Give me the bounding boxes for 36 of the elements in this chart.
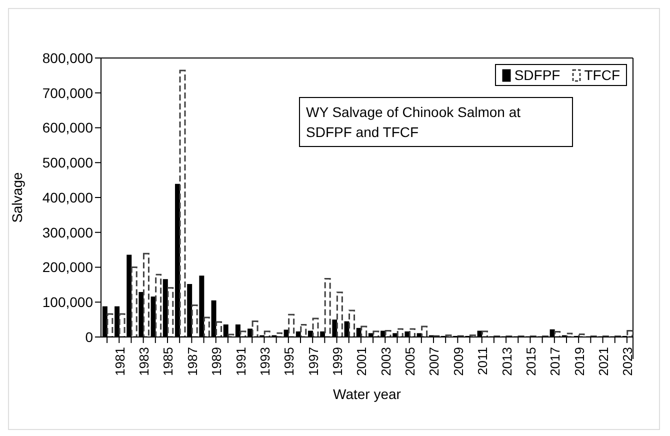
x-tick-label: 2019 (572, 347, 587, 376)
x-tick-label: 1993 (257, 347, 272, 376)
x-tick-label: 2007 (426, 347, 442, 376)
x-tick-label: 1999 (330, 347, 346, 376)
x-tick-label: 1991 (233, 347, 248, 376)
y-axis-title: Salvage (8, 172, 25, 223)
note-box: WY Salvage of Chinook Salmon at SDFPF and TFCF (299, 97, 573, 147)
x-tick-label: 2023 (620, 347, 636, 376)
y-tick-label: 600,000 (42, 120, 94, 136)
legend-label: TFCF (583, 67, 620, 83)
legend-label: SDFPF (513, 67, 560, 83)
y-tick-label: 700,000 (42, 84, 94, 101)
x-tick-label: 2015 (523, 347, 538, 376)
x-tick-label: 2011 (475, 347, 490, 375)
x-tick-label: 1987 (184, 347, 200, 376)
x-tick-label: 2013 (499, 347, 514, 376)
x-tick-label: 2003 (378, 347, 394, 376)
x-axis-title: Water year (333, 386, 402, 402)
x-tick-label: 1983 (136, 347, 152, 376)
x-tick-label: 2005 (402, 347, 418, 376)
x-tick-label: 1985 (160, 347, 176, 376)
x-tick-label: 1981 (112, 347, 128, 376)
x-tick-label: 1997 (306, 347, 321, 376)
y-tick-label: 300,000 (42, 224, 94, 240)
x-tick-label: 1989 (209, 347, 224, 376)
y-tick-label: 500,000 (42, 154, 94, 171)
x-tick-label: 1995 (282, 347, 297, 376)
x-tick-label: 2001 (354, 347, 370, 376)
y-tick-label: 200,000 (42, 259, 94, 276)
y-tick-label: 800,000 (42, 50, 94, 66)
y-tick-label: 100,000 (42, 294, 94, 310)
x-tick-label: 2009 (450, 347, 466, 376)
y-tick-label: 0 (85, 328, 94, 345)
y-tick-label: 400,000 (42, 189, 94, 206)
x-tick-label: 2017 (548, 347, 563, 376)
x-tick-label: 2021 (596, 347, 612, 376)
